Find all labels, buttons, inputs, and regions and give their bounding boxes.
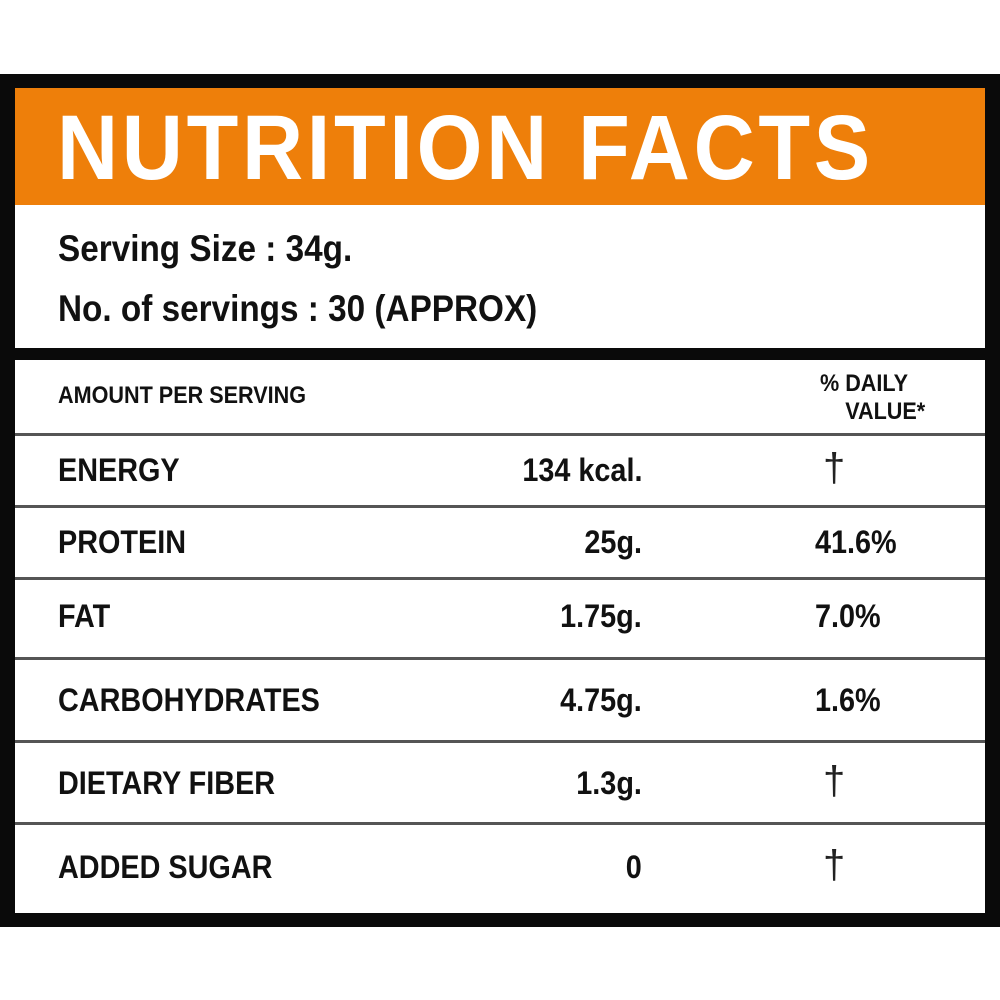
label-body: NUTRITION FACTS Serving Size : 34g. No. … xyxy=(15,88,985,913)
nutrient-amount: 134 kcal. xyxy=(521,452,642,488)
title: NUTRITION FACTS xyxy=(57,97,874,199)
nutrition-label: NUTRITION FACTS Serving Size : 34g. No. … xyxy=(0,74,1000,927)
table-row: DIETARY FIBER 1.3g. † xyxy=(15,743,985,825)
nutrient-amount: 0 xyxy=(625,849,642,885)
nutrient-amount: 1.3g. xyxy=(576,765,642,801)
daily-value: 1.6% xyxy=(815,682,881,718)
serving-size: Serving Size : 34g. xyxy=(58,228,353,269)
nutrient-amount: 1.75g. xyxy=(560,598,642,634)
nutrient-amount: 4.75g. xyxy=(560,682,642,718)
table-header: AMOUNT PER SERVING % DAILY VALUE* xyxy=(15,360,985,436)
table-row: PROTEIN 25g. 41.6% xyxy=(15,508,985,580)
nutrient-name: CARBOHYDRATES xyxy=(58,682,320,718)
daily-value: 41.6% xyxy=(815,524,897,560)
title-banner: NUTRITION FACTS xyxy=(15,88,985,205)
nutrient-name: PROTEIN xyxy=(58,524,187,560)
daily-value-header-line2: VALUE* xyxy=(845,398,926,425)
dagger-icon: † xyxy=(823,843,846,887)
daily-value: 7.0% xyxy=(815,598,881,634)
daily-value-header: % DAILY VALUE* xyxy=(820,370,925,426)
amount-per-serving-header: AMOUNT PER SERVING xyxy=(58,382,307,409)
table-row: ADDED SUGAR 0 † xyxy=(15,825,985,913)
table-row: ENERGY 134 kcal. † xyxy=(15,436,985,508)
nutrient-amount: 25g. xyxy=(584,524,642,560)
daily-value-header-line1: % DAILY xyxy=(820,370,909,397)
dagger-icon: † xyxy=(823,446,846,490)
nutrient-name: ADDED SUGAR xyxy=(58,849,273,885)
divider xyxy=(15,348,985,360)
nutrient-name: ENERGY xyxy=(58,452,180,488)
nutrient-name: FAT xyxy=(58,598,111,634)
table-row: CARBOHYDRATES 4.75g. 1.6% xyxy=(15,660,985,743)
table-row: FAT 1.75g. 7.0% xyxy=(15,580,985,660)
dagger-icon: † xyxy=(823,759,846,803)
nutrient-name: DIETARY FIBER xyxy=(58,765,276,801)
servings-count: No. of servings : 30 (APPROX) xyxy=(58,288,538,329)
